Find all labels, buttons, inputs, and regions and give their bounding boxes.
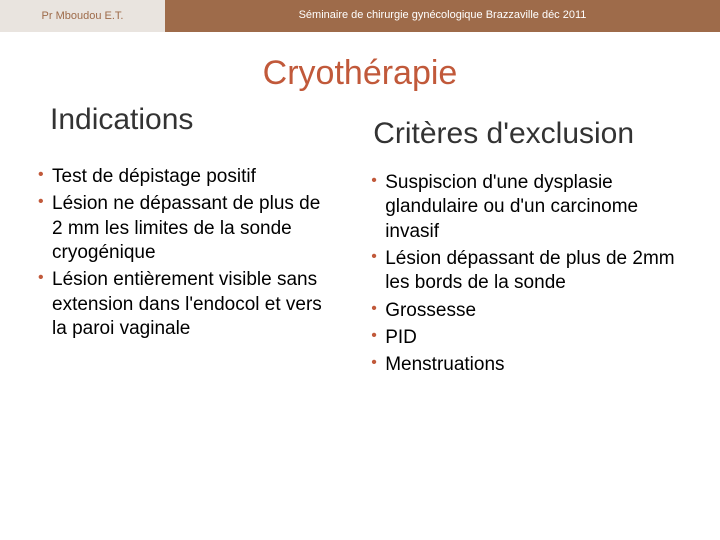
exclusion-list: Suspiscion d'une dysplasie glandulaire o… [371, 171, 682, 378]
list-item: Lésion ne dépassant de plus de 2 mm les … [38, 192, 335, 265]
slide-title: Cryothérapie [0, 54, 720, 93]
two-column-layout: Indications Test de dépistage positif Lé… [0, 103, 720, 421]
indications-column: Indications Test de dépistage positif Lé… [20, 103, 353, 421]
indications-heading: Indications [50, 103, 335, 137]
header-author: Pr Mboudou E.T. [0, 0, 165, 32]
list-item: Lésion entièrement visible sans extensio… [38, 268, 335, 341]
exclusion-heading: Critères d'exclusion [373, 117, 682, 151]
list-item: Grossesse [371, 299, 682, 323]
list-item: Suspiscion d'une dysplasie glandulaire o… [371, 171, 682, 244]
header-bar: Pr Mboudou E.T. Séminaire de chirurgie g… [0, 0, 720, 32]
list-item: Menstruations [371, 353, 682, 377]
list-item: Test de dépistage positif [38, 165, 335, 189]
list-item: Lésion dépassant de plus de 2mm les bord… [371, 247, 682, 296]
indications-list: Test de dépistage positif Lésion ne dépa… [38, 165, 335, 341]
exclusion-column: Critères d'exclusion Suspiscion d'une dy… [353, 103, 700, 421]
header-seminar: Séminaire de chirurgie gynécologique Bra… [165, 0, 720, 32]
list-item: PID [371, 326, 682, 350]
